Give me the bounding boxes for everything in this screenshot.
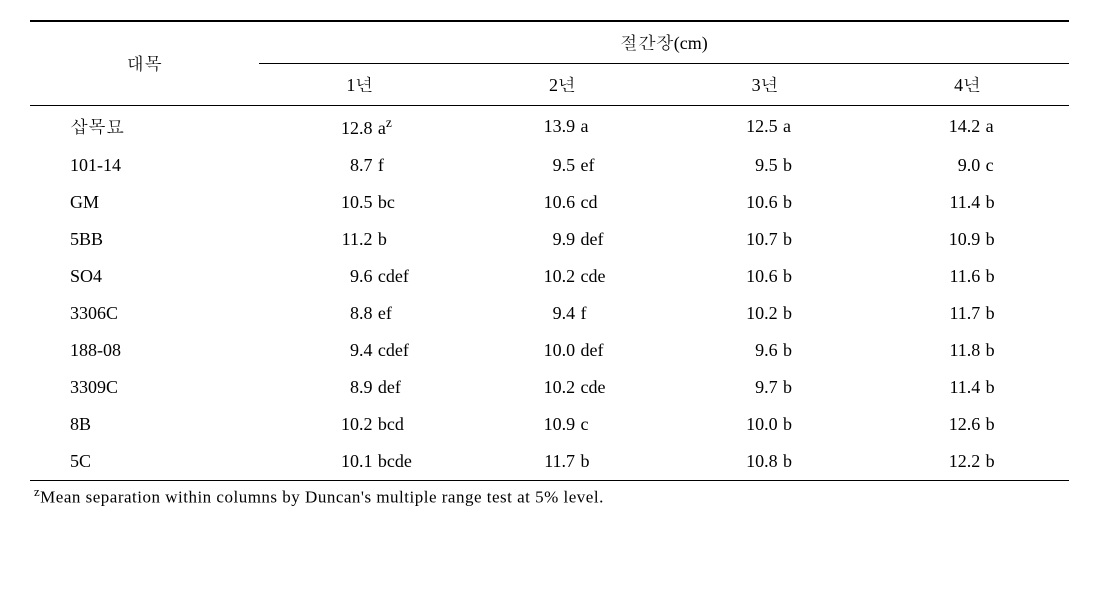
cell-value: 11.7b	[866, 295, 1069, 332]
cell-value: 8.9def	[259, 369, 462, 406]
cell-value: 13.9a	[461, 106, 664, 148]
col-header-year2: 2년	[461, 64, 664, 106]
row-label: SO4	[30, 258, 259, 295]
cell-value: 10.0b	[664, 406, 867, 443]
cell-value: 12.5a	[664, 106, 867, 148]
footnote: zMean separation within columns by Dunca…	[30, 485, 1069, 508]
row-label: 5C	[30, 443, 259, 481]
cell-value: 9.6cdef	[259, 258, 462, 295]
table-row: 3309C 8.9def10.2cde 9.7b11.4b	[30, 369, 1069, 406]
table-row: 101-14 8.7f 9.5ef 9.5b 9.0c	[30, 147, 1069, 184]
cell-value: 10.6b	[664, 184, 867, 221]
cell-value: 9.0c	[866, 147, 1069, 184]
cell-value: 11.7b	[461, 443, 664, 481]
cell-value: 8.7f	[259, 147, 462, 184]
table-row: 3306C 8.8ef 9.4f10.2b11.7b	[30, 295, 1069, 332]
row-label: 3309C	[30, 369, 259, 406]
cell-value: 10.2b	[664, 295, 867, 332]
cell-value: 11.4b	[866, 184, 1069, 221]
cell-value: 9.5ef	[461, 147, 664, 184]
row-label: 188-08	[30, 332, 259, 369]
cell-value: 10.2cde	[461, 258, 664, 295]
cell-value: 14.2a	[866, 106, 1069, 148]
cell-value: 11.2b	[259, 221, 462, 258]
cell-value: 9.9def	[461, 221, 664, 258]
cell-value: 12.6b	[866, 406, 1069, 443]
cell-value: 10.2cde	[461, 369, 664, 406]
cell-value: 10.6b	[664, 258, 867, 295]
table-row: SO4 9.6cdef10.2cde10.6b11.6b	[30, 258, 1069, 295]
table-row: GM10.5bc10.6cd10.6b11.4b	[30, 184, 1069, 221]
cell-value: 11.8b	[866, 332, 1069, 369]
row-header-label: 대목	[30, 21, 259, 106]
table-body: 삽목묘12.8az13.9a12.5a14.2a101-14 8.7f 9.5e…	[30, 106, 1069, 481]
row-label: 삽목묘	[30, 106, 259, 148]
table-row: 8B10.2bcd10.9c10.0b12.6b	[30, 406, 1069, 443]
row-label: GM	[30, 184, 259, 221]
table-row: 5BB11.2b 9.9def10.7b10.9b	[30, 221, 1069, 258]
cell-value: 10.7b	[664, 221, 867, 258]
table-row: 삽목묘12.8az13.9a12.5a14.2a	[30, 106, 1069, 148]
cell-value: 10.0def	[461, 332, 664, 369]
spanning-header: 절간장(cm)	[259, 21, 1069, 64]
table-row: 188-08 9.4cdef10.0def 9.6b11.8b	[30, 332, 1069, 369]
row-label: 5BB	[30, 221, 259, 258]
col-header-year3: 3년	[664, 64, 867, 106]
table-row: 5C10.1bcde11.7b10.8b12.2b	[30, 443, 1069, 481]
row-label: 101-14	[30, 147, 259, 184]
col-header-year1: 1년	[259, 64, 462, 106]
cell-value: 10.1bcde	[259, 443, 462, 481]
cell-value: 9.5b	[664, 147, 867, 184]
cell-value: 10.5bc	[259, 184, 462, 221]
cell-value: 9.7b	[664, 369, 867, 406]
cell-value: 9.6b	[664, 332, 867, 369]
cell-value: 10.2bcd	[259, 406, 462, 443]
cell-value: 9.4cdef	[259, 332, 462, 369]
col-header-year4: 4년	[866, 64, 1069, 106]
cell-value: 8.8ef	[259, 295, 462, 332]
data-table: 대목 절간장(cm) 1년 2년 3년 4년 삽목묘12.8az13.9a12.…	[30, 20, 1069, 481]
cell-value: 11.4b	[866, 369, 1069, 406]
cell-value: 10.8b	[664, 443, 867, 481]
row-label: 3306C	[30, 295, 259, 332]
row-label: 8B	[30, 406, 259, 443]
cell-value: 12.2b	[866, 443, 1069, 481]
cell-value: 10.9b	[866, 221, 1069, 258]
cell-value: 10.9c	[461, 406, 664, 443]
footnote-text: Mean separation within columns by Duncan…	[40, 488, 604, 507]
cell-value: 12.8az	[259, 106, 462, 148]
cell-value: 10.6cd	[461, 184, 664, 221]
cell-value: 11.6b	[866, 258, 1069, 295]
cell-value: 9.4f	[461, 295, 664, 332]
